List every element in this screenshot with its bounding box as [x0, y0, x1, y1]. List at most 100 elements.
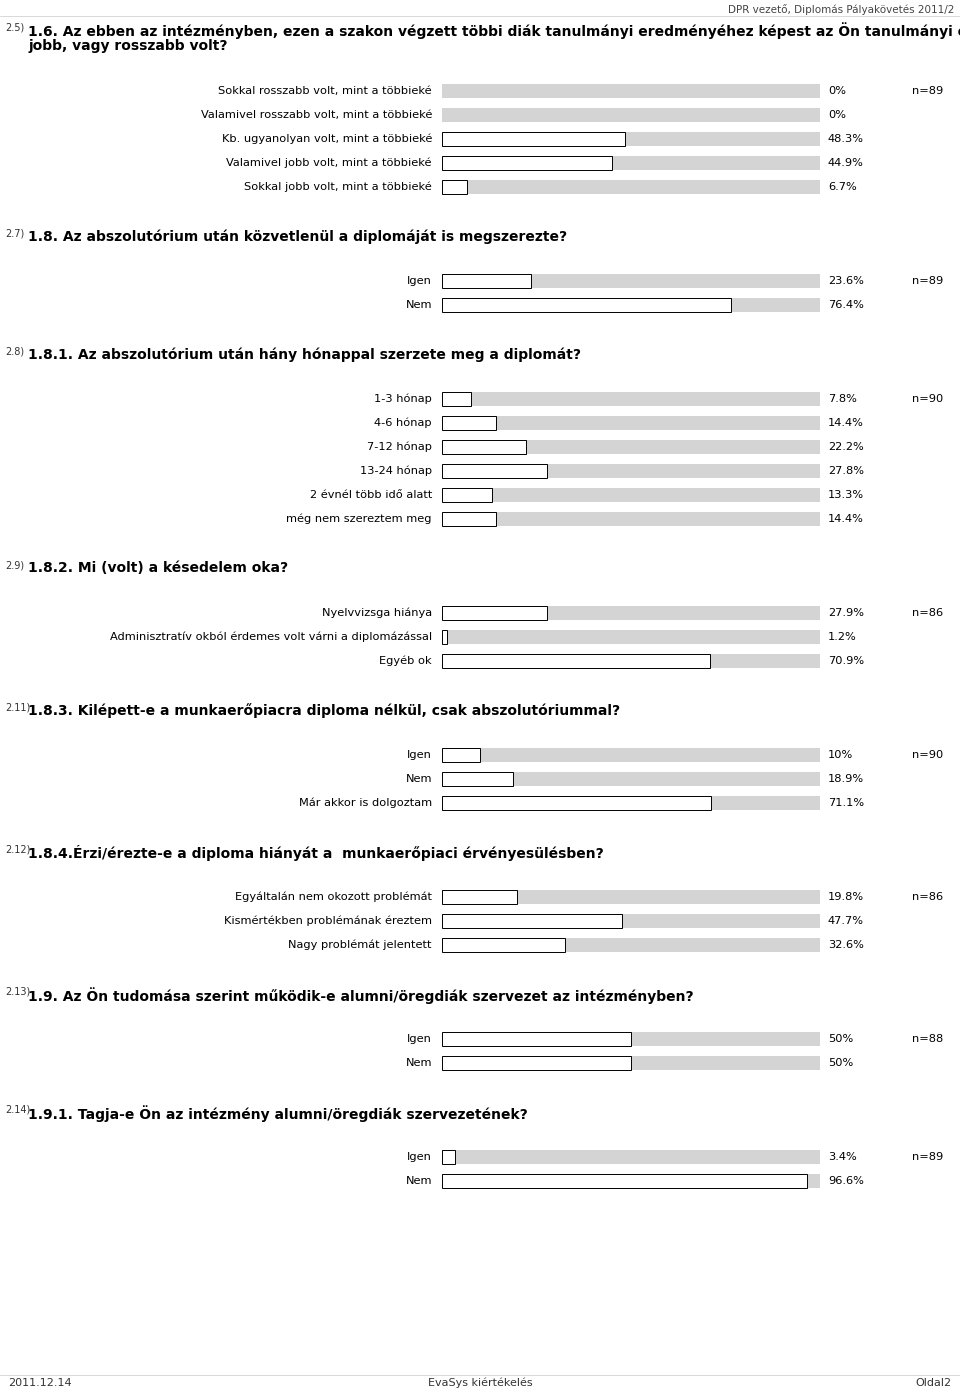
- Text: n=90: n=90: [912, 751, 944, 760]
- Bar: [442, 439, 526, 453]
- Bar: [442, 156, 612, 170]
- Text: 2 évnél több idő alatt: 2 évnél több idő alatt: [310, 490, 432, 499]
- Bar: [442, 605, 820, 619]
- Text: 18.9%: 18.9%: [828, 774, 864, 784]
- Bar: [442, 392, 820, 406]
- Bar: [442, 1149, 820, 1163]
- Text: 7-12 hónap: 7-12 hónap: [367, 442, 432, 452]
- Bar: [442, 392, 471, 406]
- Text: 6.7%: 6.7%: [828, 181, 856, 193]
- Text: Igen: Igen: [407, 1034, 432, 1043]
- Text: 50%: 50%: [828, 1057, 853, 1069]
- Text: n=88: n=88: [912, 1034, 944, 1043]
- Text: jobb, vagy rosszabb volt?: jobb, vagy rosszabb volt?: [28, 39, 228, 53]
- Bar: [442, 797, 710, 810]
- Text: 1-3 hónap: 1-3 hónap: [374, 393, 432, 405]
- Text: 7.8%: 7.8%: [828, 393, 857, 405]
- Text: Oldal2: Oldal2: [916, 1378, 952, 1388]
- Text: n=86: n=86: [912, 891, 943, 903]
- Bar: [442, 890, 516, 904]
- Bar: [442, 512, 496, 526]
- Bar: [442, 180, 468, 194]
- Text: Igen: Igen: [407, 276, 432, 286]
- Text: 48.3%: 48.3%: [828, 134, 864, 144]
- Bar: [442, 890, 820, 904]
- Text: 1.8.4.Érzi/érezte-e a diploma hiányát a  munkaerőpiaci érvényesülésben?: 1.8.4.Érzi/érezte-e a diploma hiányát a …: [28, 845, 604, 861]
- Text: Adminisztratív okból érdemes volt várni a diplomázással: Adminisztratív okból érdemes volt várni …: [109, 632, 432, 642]
- Bar: [442, 488, 820, 502]
- Text: még nem szereztem meg: még nem szereztem meg: [286, 513, 432, 525]
- Text: Nem: Nem: [405, 1176, 432, 1186]
- Bar: [442, 914, 820, 928]
- Bar: [442, 107, 820, 121]
- Text: 27.8%: 27.8%: [828, 466, 864, 476]
- Text: DPR vezető, Diplomás Pályakövetés 2011/2: DPR vezető, Diplomás Pályakövetés 2011/2: [728, 4, 954, 15]
- Text: 0%: 0%: [828, 86, 846, 96]
- Text: 2.7): 2.7): [5, 229, 24, 239]
- Text: 1.8.3. Kilépett-e a munkaerőpiacra diploma nélkül, csak abszolutóriummal?: 1.8.3. Kilépett-e a munkaerőpiacra diplo…: [28, 703, 620, 718]
- Text: Valamivel jobb volt, mint a többieké: Valamivel jobb volt, mint a többieké: [227, 158, 432, 169]
- Bar: [442, 299, 731, 312]
- Text: n=86: n=86: [912, 608, 943, 618]
- Bar: [442, 631, 446, 644]
- Text: 2.12): 2.12): [5, 845, 31, 855]
- Bar: [442, 748, 820, 762]
- Bar: [442, 465, 547, 478]
- Bar: [442, 465, 820, 478]
- Text: 27.9%: 27.9%: [828, 608, 864, 618]
- Bar: [442, 1056, 631, 1070]
- Text: Nem: Nem: [405, 774, 432, 784]
- Text: 1.8.1. Az abszolutórium után hány hónappal szerzete meg a diplomát?: 1.8.1. Az abszolutórium után hány hónapp…: [28, 347, 581, 361]
- Text: Nem: Nem: [405, 1057, 432, 1069]
- Text: 1.8.2. Mi (volt) a késedelem oka?: 1.8.2. Mi (volt) a késedelem oka?: [28, 561, 288, 575]
- Bar: [442, 654, 820, 668]
- Text: Nagy problémát jelentett: Nagy problémát jelentett: [289, 940, 432, 950]
- Text: 0%: 0%: [828, 110, 846, 120]
- Text: 2.8): 2.8): [5, 347, 24, 357]
- Text: 19.8%: 19.8%: [828, 891, 864, 903]
- Text: Sokkal rosszabb volt, mint a többieké: Sokkal rosszabb volt, mint a többieké: [218, 86, 432, 96]
- Text: n=90: n=90: [912, 393, 944, 405]
- Bar: [442, 605, 547, 619]
- Bar: [442, 180, 820, 194]
- Text: Kismértékben problémának éreztem: Kismértékben problémának éreztem: [224, 915, 432, 926]
- Text: 23.6%: 23.6%: [828, 276, 864, 286]
- Text: 44.9%: 44.9%: [828, 158, 864, 167]
- Text: 2011.12.14: 2011.12.14: [8, 1378, 72, 1388]
- Bar: [442, 771, 820, 785]
- Bar: [442, 133, 625, 146]
- Text: 4-6 hónap: 4-6 hónap: [374, 417, 432, 428]
- Bar: [442, 1056, 820, 1070]
- Text: n=89: n=89: [912, 276, 944, 286]
- Text: Sokkal jobb volt, mint a többieké: Sokkal jobb volt, mint a többieké: [244, 181, 432, 193]
- Bar: [442, 488, 492, 502]
- Text: 14.4%: 14.4%: [828, 418, 864, 428]
- Text: n=89: n=89: [912, 86, 944, 96]
- Text: Valamivel rosszabb volt, mint a többieké: Valamivel rosszabb volt, mint a többieké: [201, 110, 432, 120]
- Bar: [442, 133, 820, 146]
- Bar: [442, 631, 820, 644]
- Text: 2.13): 2.13): [5, 988, 31, 997]
- Text: Igen: Igen: [407, 1152, 432, 1162]
- Text: Nyelvvizsga hiánya: Nyelvvizsga hiánya: [322, 608, 432, 618]
- Text: EvaSys kiértékelés: EvaSys kiértékelés: [428, 1377, 532, 1388]
- Bar: [442, 748, 480, 762]
- Text: 71.1%: 71.1%: [828, 798, 864, 808]
- Bar: [442, 84, 820, 98]
- Text: 1.2%: 1.2%: [828, 632, 856, 642]
- Bar: [442, 512, 820, 526]
- Bar: [442, 1175, 807, 1189]
- Bar: [442, 797, 820, 810]
- Text: 50%: 50%: [828, 1034, 853, 1043]
- Text: 22.2%: 22.2%: [828, 442, 864, 452]
- Bar: [442, 273, 820, 287]
- Bar: [442, 416, 496, 430]
- Text: 2.14): 2.14): [5, 1105, 31, 1115]
- Text: 70.9%: 70.9%: [828, 656, 864, 665]
- Bar: [442, 1149, 455, 1163]
- Text: n=89: n=89: [912, 1152, 944, 1162]
- Text: Igen: Igen: [407, 751, 432, 760]
- Text: 1.9. Az Ön tudomása szerint működik-e alumni/öregdiák szervezet az intézményben?: 1.9. Az Ön tudomása szerint működik-e al…: [28, 988, 694, 1004]
- Text: 13.3%: 13.3%: [828, 490, 864, 499]
- Text: 1.8. Az abszolutórium után közvetlenül a diplomáját is megszerezte?: 1.8. Az abszolutórium után közvetlenül a…: [28, 229, 567, 244]
